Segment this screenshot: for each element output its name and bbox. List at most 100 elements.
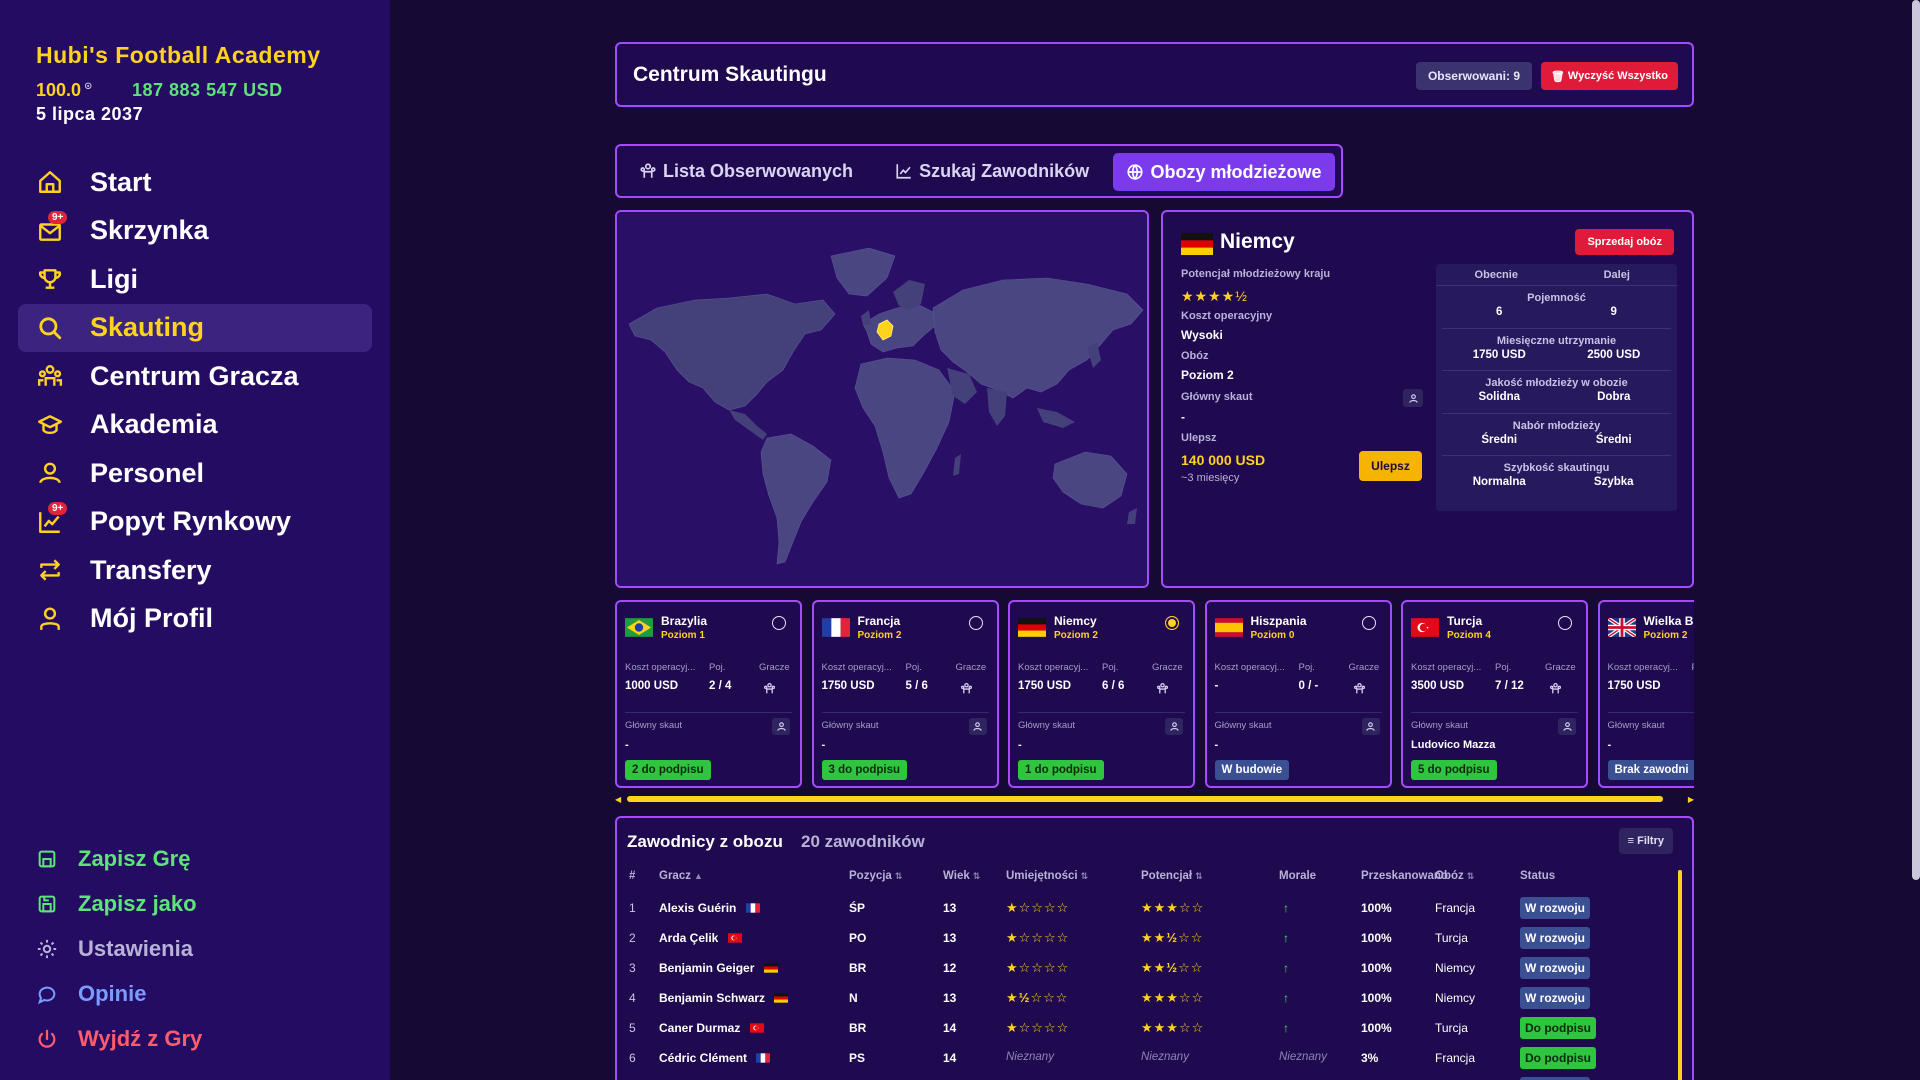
- player-position: BR: [849, 1021, 867, 1035]
- camp-select-radio[interactable]: [1165, 616, 1179, 630]
- tab-youth-camps[interactable]: Obozy młodzieżowe: [1113, 153, 1335, 191]
- camp-level-value: Poziom 2: [1181, 368, 1234, 382]
- players-icon[interactable]: [1156, 682, 1169, 700]
- sell-camp-button[interactable]: Sprzedaj obóz: [1575, 229, 1674, 255]
- cards-scroll-thumb[interactable]: [627, 796, 1663, 802]
- comparison-row: Miesięczne utrzymanie 1750 USD 2500 USD: [1442, 329, 1671, 371]
- page-scrollbar[interactable]: [1912, 0, 1920, 880]
- nav-item-start[interactable]: Start: [18, 158, 372, 206]
- camp-card-fr[interactable]: Francja Poziom 2 Koszt operacyj... Poj. …: [811, 600, 999, 788]
- player-scanned: 3%: [1361, 1051, 1379, 1065]
- nav-item-market-demand[interactable]: 9+ Popyt Rynkowy: [18, 498, 372, 546]
- chat-bubble-icon: [37, 986, 56, 1004]
- filter-button[interactable]: ≡ Filtry: [1618, 828, 1673, 854]
- player-scanned: 100%: [1361, 991, 1392, 1005]
- table-row[interactable]: 4 Benjamin Schwarz N 13 ★½☆☆☆ ★★★☆☆ ↑ 10…: [617, 984, 1677, 1014]
- camp-select-radio[interactable]: [968, 616, 983, 630]
- nav-label: Transfery: [90, 554, 212, 585]
- settings-button[interactable]: Ustawienia: [36, 926, 202, 971]
- column-header-label: Status: [1520, 870, 1556, 882]
- sort-icon: ⇅: [894, 871, 903, 881]
- nav-item-inbox[interactable]: 9+ Skrzynka: [18, 207, 372, 255]
- player-potential: ★★★☆☆: [1141, 990, 1205, 1005]
- table-row[interactable]: 6 Cédric Clément PS 14 Nieznany Nieznany…: [617, 1044, 1677, 1074]
- op-cost-label: Koszt operacyj...: [1018, 662, 1089, 673]
- feedback-button[interactable]: Opinie: [36, 971, 202, 1016]
- camp-card-de[interactable]: Niemcy Poziom 2 Koszt operacyj... Poj. G…: [1008, 600, 1195, 788]
- assign-scout-button[interactable]: [1361, 718, 1380, 735]
- table-row[interactable]: 2 Arda Çelik PO 13 ★☆☆☆☆ ★★½☆☆ ↑ 100% Tu…: [617, 924, 1677, 954]
- player-name[interactable]: Cédric Clément: [659, 1051, 771, 1066]
- scroll-right-arrow-icon[interactable]: ▶: [1687, 795, 1694, 804]
- nav-item-academy[interactable]: Akademia: [18, 401, 372, 449]
- column-header[interactable]: Obóz ⇅: [1435, 870, 1474, 882]
- divider: [1214, 712, 1382, 713]
- players-scrollbar[interactable]: [1678, 870, 1682, 1080]
- camp-card-es[interactable]: Hiszpania Poziom 0 Koszt operacyj... Poj…: [1204, 600, 1392, 788]
- nav-item-player-center[interactable]: Centrum Gracza: [18, 352, 372, 400]
- camp-select-radio[interactable]: [1361, 616, 1376, 630]
- player-name[interactable]: Alexis Guérin: [659, 901, 760, 916]
- camp-card-tr[interactable]: Turcja Poziom 4 Koszt operacyj... Poj. G…: [1401, 600, 1588, 788]
- assign-scout-button[interactable]: [1165, 718, 1183, 735]
- nav-item-scouting[interactable]: Skauting: [18, 303, 372, 352]
- camp-select-radio[interactable]: [772, 616, 786, 630]
- players-icon[interactable]: [960, 682, 973, 700]
- players-icon[interactable]: [763, 682, 776, 700]
- nav-item-profile[interactable]: Mój Profil: [18, 595, 372, 643]
- camp-select-radio[interactable]: [1558, 616, 1572, 630]
- column-header[interactable]: Umiejętności ⇅: [1006, 870, 1088, 882]
- camp-country: Brazylia: [661, 614, 708, 628]
- assign-scout-button[interactable]: [1558, 718, 1576, 735]
- filter-label: Filtry: [1637, 835, 1664, 847]
- camp-card-gb[interactable]: Wielka B Poziom 2 Koszt operacyj... Poj.…: [1597, 600, 1694, 788]
- table-row[interactable]: 5 Caner Durmaz BR 14 ★☆☆☆☆ ★★★☆☆ ↑ 100% …: [617, 1014, 1677, 1044]
- scroll-left-arrow-icon[interactable]: ◀: [615, 795, 622, 804]
- players-label: Gracze: [955, 662, 987, 673]
- nav-item-leagues[interactable]: Ligi: [18, 255, 372, 303]
- column-header[interactable]: Pozycja ⇅: [849, 870, 902, 882]
- nav-item-transfers[interactable]: Transfery: [18, 546, 372, 594]
- capacity-label: Poj.: [709, 662, 726, 673]
- players-icon[interactable]: [1353, 682, 1366, 700]
- column-header[interactable]: Potencjał ⇅: [1141, 870, 1203, 882]
- save-as-label: Zapisz jako: [78, 890, 197, 916]
- chart-icon: [896, 164, 911, 179]
- comparison-label: Pojemność: [1527, 292, 1586, 304]
- table-row[interactable]: 7 Cenk Ural LP 13 ★☆☆☆☆ ★★★☆☆ ↑ 100% Tur…: [617, 1074, 1677, 1080]
- staff-icon: [36, 459, 64, 487]
- world-map[interactable]: [615, 210, 1149, 588]
- table-row[interactable]: 1 Alexis Guérin ŚP 13 ★☆☆☆☆ ★★★☆☆ ↑ 100%…: [617, 894, 1677, 924]
- potential-label: Potencjał młodzieżowy kraju: [1181, 268, 1331, 280]
- assign-scout-button[interactable]: [772, 718, 790, 735]
- save-game-button[interactable]: Zapisz Grę: [36, 836, 202, 881]
- player-name[interactable]: Benjamin Geiger: [659, 961, 778, 976]
- current-value: Średni: [1481, 433, 1518, 446]
- camp-country: Wielka B: [1643, 614, 1694, 628]
- exit-game-button[interactable]: Wyjdź z Gry: [36, 1016, 202, 1061]
- players-icon[interactable]: [1549, 682, 1562, 700]
- player-name[interactable]: Benjamin Schwarz: [659, 991, 789, 1006]
- save-as-button[interactable]: Zapisz jako: [36, 881, 202, 926]
- cards-scrollbar[interactable]: ◀ ▶: [615, 795, 1694, 804]
- player-name[interactable]: Arda Çelik: [659, 931, 742, 946]
- assign-scout-button[interactable]: [968, 718, 987, 735]
- tab-search-players[interactable]: Szukaj Zawodników: [895, 161, 1089, 182]
- player-age: 14: [943, 1021, 957, 1035]
- nav-item-staff[interactable]: Personel: [18, 449, 372, 497]
- es-flag-icon: [1214, 618, 1243, 642]
- fr-flag-icon: [756, 1052, 771, 1066]
- tab-watchlist[interactable]: Lista Obserwowanych: [639, 161, 853, 182]
- table-row[interactable]: 3 Benjamin Geiger BR 12 ★☆☆☆☆ ★★½☆☆ ↑ 10…: [617, 954, 1677, 984]
- clear-all-button[interactable]: 🗑︎ Wyczyść Wszystko: [1540, 62, 1678, 90]
- head-scout-label: Główny skaut: [1411, 720, 1469, 731]
- column-header-label: Przeskanowano: [1361, 870, 1448, 882]
- column-header[interactable]: Wiek ⇅: [943, 870, 980, 882]
- assign-scout-button[interactable]: [1403, 389, 1423, 407]
- camp-card-br[interactable]: Brazylia Poziom 1 Koszt operacyj... Poj.…: [615, 600, 802, 788]
- players-label: Gracze: [759, 662, 790, 673]
- sort-icon: ⇅: [1195, 871, 1203, 881]
- upgrade-button[interactable]: Ulepsz: [1359, 451, 1422, 481]
- player-name[interactable]: Caner Durmaz: [659, 1021, 764, 1036]
- column-header[interactable]: Gracz ▲: [659, 870, 703, 882]
